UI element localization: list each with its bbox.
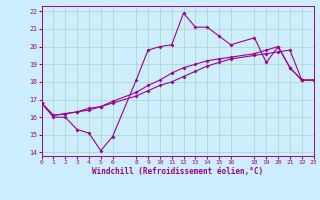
X-axis label: Windchill (Refroidissement éolien,°C): Windchill (Refroidissement éolien,°C) — [92, 167, 263, 176]
